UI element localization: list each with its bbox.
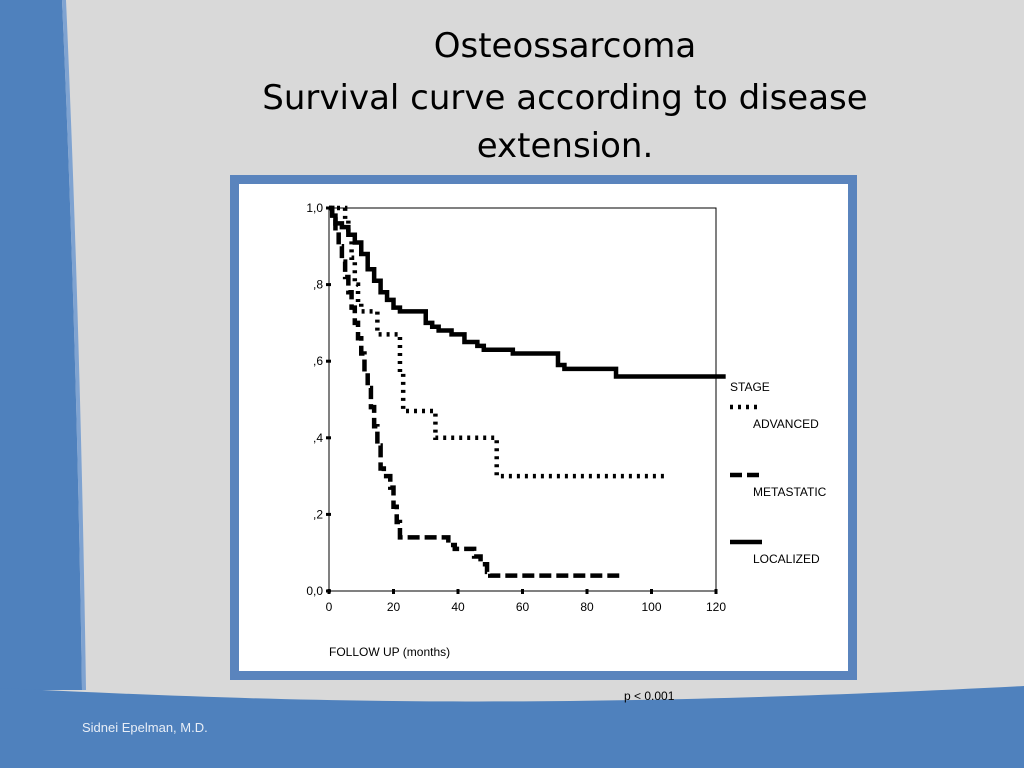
y-tick-label: ,8 [313,278,323,292]
x-tick-label: 40 [451,600,465,614]
left-blue-band [0,0,82,690]
x-tick-label: 60 [516,600,530,614]
x-tick-label: 100 [641,600,661,614]
series-line-advanced [329,205,665,479]
slide-title-line-1: Osteossarcoma [433,26,697,66]
y-tick-label: ,2 [313,507,323,521]
series-line-metastatic [329,205,620,578]
chart-frame: 0,0 ,2 ,4 ,6 ,8 1,0 0 20 40 60 80 100 120 FOLLOW UP (… [230,175,857,680]
x-tick-label: 80 [580,600,594,614]
slide-title-line-2: Survival curve according to disease [262,78,868,118]
bottom-blue-wave [0,686,1024,768]
legend-label-metastatic: METASTATIC [753,485,827,499]
survival-chart: 0,0 ,2 ,4 ,6 ,8 1,0 0 20 40 60 80 100 120 FOLLOW UP (… [306,201,827,659]
left-blue-band-highlight [62,0,86,690]
y-tick-label: 0,0 [306,584,323,598]
legend-label-advanced: ADVANCED [753,417,819,431]
chart-panel: 0,0 ,2 ,4 ,6 ,8 1,0 0 20 40 60 80 100 120 FOLLOW UP (… [239,184,848,671]
y-tick-label: ,4 [313,431,323,445]
series-line-localized [329,205,726,379]
slide-title-line-3: extension. [476,126,654,166]
x-axis-label: FOLLOW UP (months) [329,645,450,659]
footer-author: Sidnei Epelman, M.D. [82,720,208,735]
legend-label-localized: LOCALIZED [753,552,820,566]
legend-title: STAGE [730,380,770,394]
x-tick-label: 20 [387,600,401,614]
y-tick-label: 1,0 [306,201,323,215]
p-value-label: p < 0.001 [624,689,675,703]
x-tick-label: 0 [326,600,333,614]
plot-frame [328,207,717,592]
y-tick-label: ,6 [313,354,323,368]
x-tick-label: 120 [706,600,726,614]
